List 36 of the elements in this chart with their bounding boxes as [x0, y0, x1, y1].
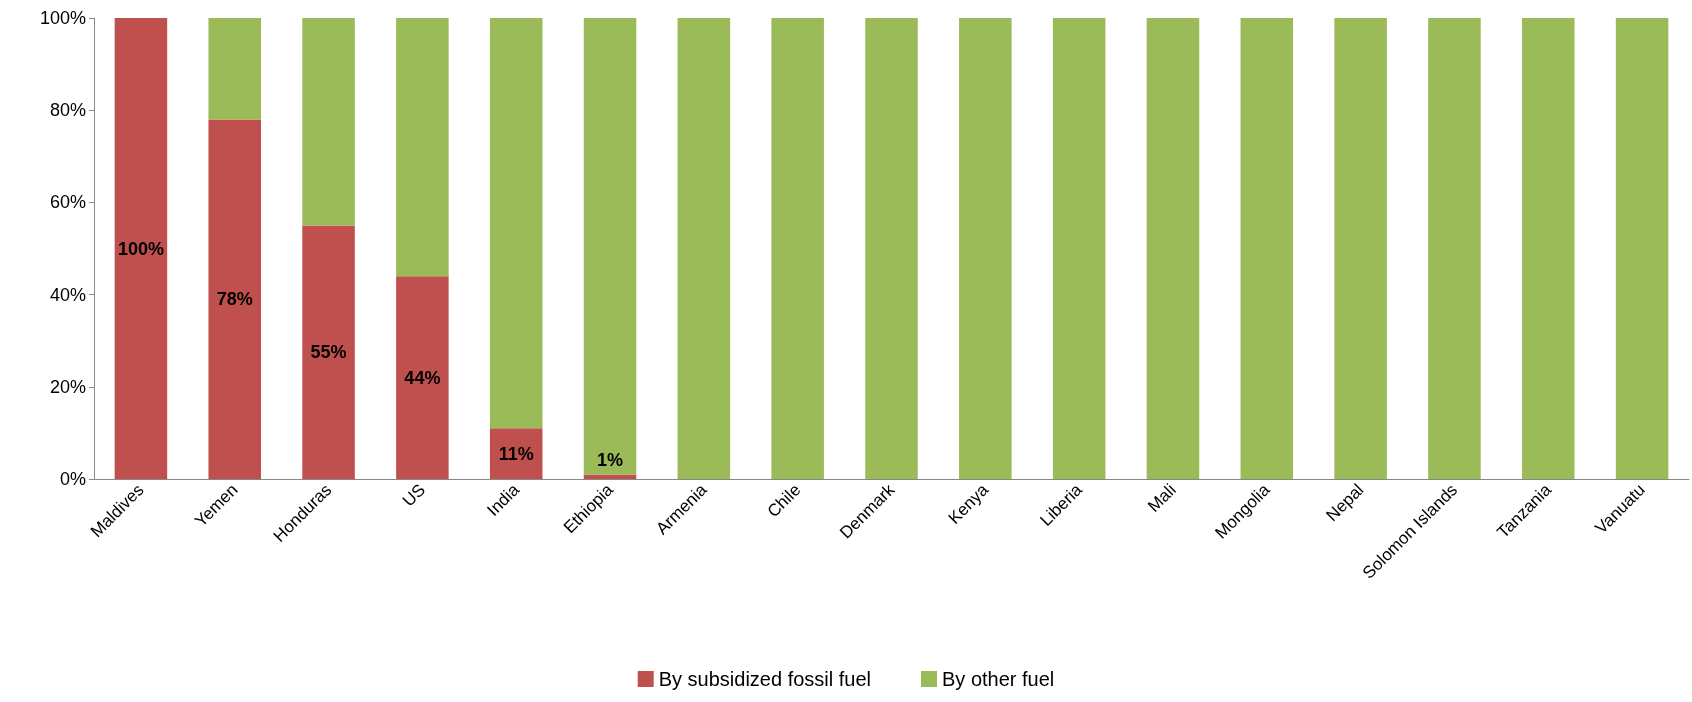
bar — [208, 119, 262, 479]
y-tick-label: 20% — [49, 376, 86, 397]
data-label: 1% — [597, 450, 624, 471]
bar — [302, 18, 355, 226]
legend-label: By subsidized fossil fuel — [658, 668, 872, 690]
bar — [1521, 18, 1575, 479]
y-tick-label: 80% — [49, 100, 86, 121]
bar — [1428, 18, 1481, 479]
bar — [1146, 18, 1200, 479]
data-label: 100% — [117, 238, 164, 259]
bar — [771, 18, 824, 479]
bar — [959, 18, 1012, 479]
legend-label: By other fuel — [942, 668, 1055, 690]
bar — [583, 18, 637, 475]
bar — [489, 18, 543, 429]
bar — [583, 474, 637, 479]
bar — [396, 276, 449, 479]
y-tick-label: 100% — [39, 8, 86, 28]
bar — [1052, 18, 1106, 479]
bar — [114, 18, 168, 479]
data-label: 44% — [404, 367, 441, 388]
bar — [1615, 18, 1669, 479]
bar — [865, 18, 918, 479]
x-tick-label: US — [398, 480, 430, 511]
bar — [396, 18, 449, 277]
bar — [302, 225, 355, 479]
bar — [1240, 18, 1294, 479]
y-tick-label: 60% — [49, 192, 86, 213]
y-tick-label: 40% — [49, 284, 86, 305]
bar — [1334, 18, 1387, 479]
data-label: 11% — [498, 443, 534, 464]
y-tick-label: 0% — [59, 469, 86, 489]
data-label: 78% — [216, 289, 253, 310]
bar — [677, 18, 731, 479]
bar — [208, 18, 262, 120]
data-label: 55% — [310, 342, 347, 363]
